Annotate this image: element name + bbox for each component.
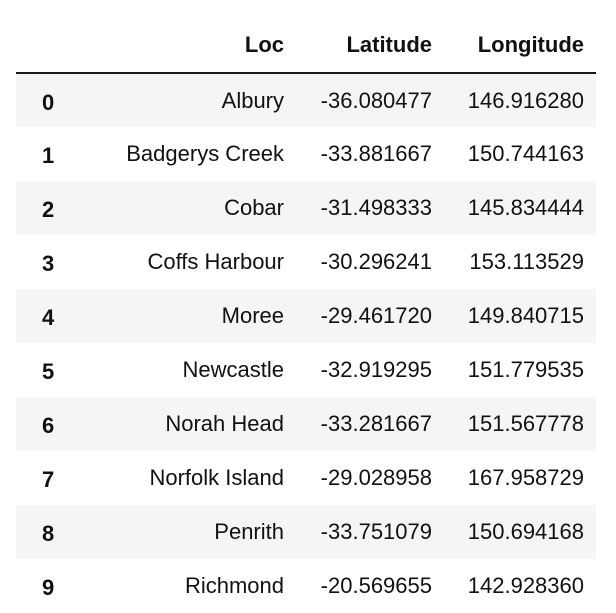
- loc-cell: Badgerys Creek: [126, 141, 284, 166]
- loc-cell: Coffs Harbour: [147, 249, 284, 274]
- row-index: 3: [42, 251, 55, 276]
- header-row: Loc Latitude Longitude: [16, 18, 596, 74]
- longitude-cell: 167.958729: [467, 465, 584, 490]
- loc-cell: Norfolk Island: [149, 465, 284, 490]
- loc-cell: Richmond: [184, 573, 284, 598]
- dataframe-table: Loc Latitude Longitude 0 Albury -36.080477…: [16, 18, 596, 613]
- loc-cell: Cobar: [224, 195, 284, 220]
- latitude-column-header: Latitude: [296, 18, 444, 74]
- loc-cell: Penrith: [214, 519, 284, 544]
- table-row: 2 Cobar -31.498333 145.834444: [16, 181, 596, 235]
- row-index: 0: [42, 89, 55, 115]
- table-row: 4 Moree -29.461720 149.840715: [16, 289, 596, 343]
- latitude-cell: -33.881667: [320, 141, 432, 166]
- row-index: 4: [42, 305, 55, 330]
- longitude-cell: 146.916280: [467, 87, 584, 113]
- latitude-cell: -29.028958: [320, 465, 432, 490]
- latitude-cell: -36.080477: [320, 87, 432, 113]
- row-index: 8: [42, 521, 55, 546]
- row-index: 7: [42, 467, 55, 492]
- table-body: 0 Albury -36.080477 146.916280 1 Badgerys Cre…: [16, 73, 596, 613]
- longitude-cell: 151.567778: [467, 411, 584, 436]
- latitude-cell: -33.281667: [320, 411, 432, 436]
- longitude-cell: 149.840715: [467, 303, 584, 328]
- table-row: 9 Richmond -20.569655 142.928360: [16, 559, 596, 613]
- longitude-cell: 153.113529: [469, 249, 584, 274]
- index-column-header: [16, 18, 82, 74]
- table-row: 1 Badgerys Creek -33.881667 150.744163: [16, 127, 596, 181]
- longitude-cell: 151.779535: [467, 357, 584, 382]
- loc-column-header: Loc: [82, 18, 296, 74]
- row-index: 2: [42, 197, 55, 222]
- dataframe-table-container: Loc Latitude Longitude 0 Albury -36.080477…: [16, 18, 596, 613]
- longitude-cell: 145.834444: [467, 195, 584, 220]
- row-index: 1: [42, 143, 55, 168]
- loc-cell: Newcastle: [182, 357, 284, 382]
- latitude-cell: -30.296241: [320, 249, 432, 274]
- row-index: 6: [42, 413, 55, 438]
- loc-cell: Norah Head: [165, 411, 284, 436]
- latitude-cell: -31.498333: [320, 195, 432, 220]
- row-index: 5: [42, 359, 55, 384]
- latitude-cell: -29.461720: [320, 303, 432, 328]
- loc-cell: Moree: [221, 303, 284, 328]
- table-row: 8 Penrith -33.751079 150.694168: [16, 505, 596, 559]
- table-row: 3 Coffs Harbour -30.296241 153.113529: [16, 235, 596, 289]
- table-row: 5 Newcastle -32.919295 151.779535: [16, 343, 596, 397]
- table-row: 6 Norah Head -33.281667 151.567778: [16, 397, 596, 451]
- row-index: 9: [42, 575, 55, 600]
- latitude-cell: -33.751079: [320, 519, 432, 544]
- table-row: 0 Albury -36.080477 146.916280: [16, 73, 596, 127]
- table-row: 7 Norfolk Island -29.028958 167.958729: [16, 451, 596, 505]
- longitude-column-header: Longitude: [444, 18, 596, 74]
- table-header: Loc Latitude Longitude: [16, 18, 596, 74]
- loc-cell: Albury: [221, 87, 284, 113]
- latitude-cell: -20.569655: [320, 573, 432, 598]
- longitude-cell: 150.694168: [467, 519, 584, 544]
- longitude-cell: 150.744163: [467, 141, 584, 166]
- longitude-cell: 142.928360: [467, 573, 584, 598]
- latitude-cell: -32.919295: [320, 357, 432, 382]
